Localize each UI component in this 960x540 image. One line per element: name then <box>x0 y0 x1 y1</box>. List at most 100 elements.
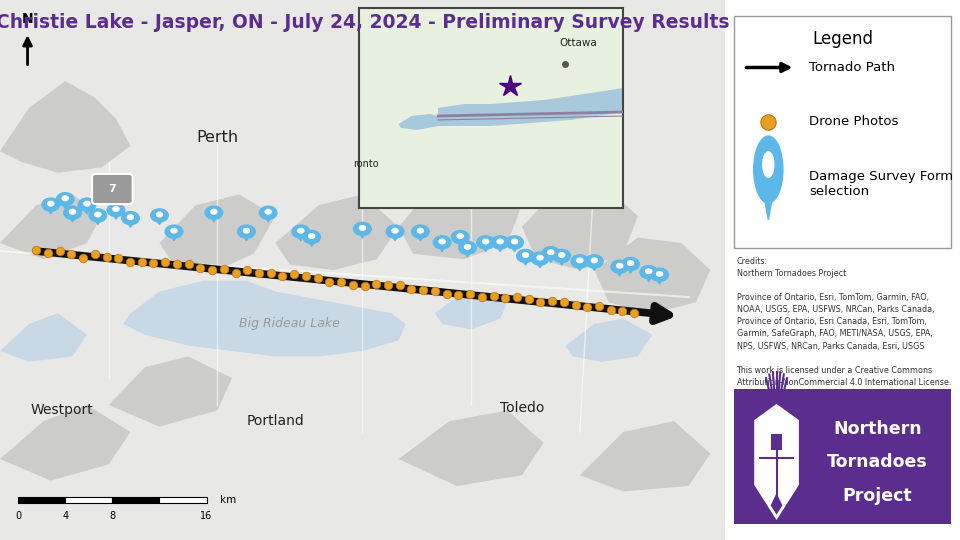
Circle shape <box>522 253 529 257</box>
FancyBboxPatch shape <box>734 16 950 248</box>
Circle shape <box>165 225 182 238</box>
Point <box>357 281 372 290</box>
Polygon shape <box>0 405 131 481</box>
Circle shape <box>298 228 304 233</box>
Circle shape <box>640 266 658 279</box>
Polygon shape <box>535 260 544 268</box>
Polygon shape <box>546 254 556 262</box>
Circle shape <box>418 228 423 233</box>
Polygon shape <box>416 233 425 241</box>
Point <box>29 245 44 254</box>
Circle shape <box>392 228 398 233</box>
Point <box>322 278 337 286</box>
Circle shape <box>128 215 133 219</box>
Polygon shape <box>0 81 131 173</box>
Circle shape <box>516 249 535 262</box>
Point <box>252 268 267 277</box>
Circle shape <box>211 210 217 214</box>
Polygon shape <box>0 194 102 259</box>
Polygon shape <box>589 262 599 271</box>
Circle shape <box>457 234 464 238</box>
Bar <box>65 497 112 503</box>
Circle shape <box>616 264 623 268</box>
Text: ronto: ronto <box>353 159 379 169</box>
Point <box>310 273 325 282</box>
Point <box>474 293 490 301</box>
Point <box>63 249 79 258</box>
Circle shape <box>84 201 90 206</box>
FancyBboxPatch shape <box>92 174 132 204</box>
Polygon shape <box>481 244 491 252</box>
Circle shape <box>259 206 276 219</box>
Polygon shape <box>60 200 70 208</box>
Point <box>533 298 548 307</box>
Circle shape <box>359 226 366 230</box>
Point <box>486 291 501 300</box>
Circle shape <box>571 255 588 268</box>
Bar <box>112 497 159 503</box>
Point <box>416 286 431 294</box>
Circle shape <box>611 260 629 273</box>
Point <box>204 266 220 274</box>
Point <box>380 280 396 289</box>
Polygon shape <box>565 319 652 362</box>
Text: Big Rideau Lake: Big Rideau Lake <box>239 318 341 330</box>
Text: 4: 4 <box>62 511 68 522</box>
Polygon shape <box>398 114 444 130</box>
Polygon shape <box>111 211 121 219</box>
Circle shape <box>42 198 60 211</box>
Bar <box>159 497 206 503</box>
Circle shape <box>244 228 250 233</box>
Circle shape <box>497 239 503 244</box>
Text: Westport: Westport <box>30 403 93 417</box>
Polygon shape <box>615 268 625 276</box>
Circle shape <box>622 258 639 271</box>
Point <box>404 285 420 294</box>
Polygon shape <box>557 257 566 265</box>
Circle shape <box>62 196 68 200</box>
Circle shape <box>303 231 321 244</box>
Point <box>346 281 361 289</box>
Point <box>369 280 384 288</box>
Text: Smiths Falls: Smiths Falls <box>525 173 620 188</box>
Circle shape <box>292 225 309 238</box>
Point <box>299 272 314 280</box>
Point <box>87 250 103 259</box>
Polygon shape <box>155 217 164 225</box>
Polygon shape <box>760 176 777 220</box>
Point <box>450 291 466 299</box>
Circle shape <box>78 198 96 211</box>
Text: Portland: Portland <box>247 414 304 428</box>
Text: km: km <box>220 495 236 505</box>
Polygon shape <box>93 217 103 225</box>
Polygon shape <box>67 214 78 222</box>
Circle shape <box>591 258 597 262</box>
Text: Toledo: Toledo <box>499 401 544 415</box>
Polygon shape <box>398 173 522 259</box>
Circle shape <box>628 261 634 265</box>
Circle shape <box>542 247 560 260</box>
Circle shape <box>512 239 517 244</box>
Polygon shape <box>209 214 219 222</box>
Point <box>169 260 184 268</box>
Circle shape <box>412 225 429 238</box>
Polygon shape <box>438 88 623 126</box>
Polygon shape <box>522 184 637 270</box>
Point <box>497 294 513 302</box>
Circle shape <box>531 252 549 265</box>
Circle shape <box>171 228 177 233</box>
Polygon shape <box>169 233 179 241</box>
Point <box>392 280 407 289</box>
Circle shape <box>89 209 107 222</box>
Circle shape <box>763 152 774 177</box>
Point <box>181 260 197 269</box>
Circle shape <box>308 234 315 238</box>
Circle shape <box>69 210 76 214</box>
Circle shape <box>537 255 543 260</box>
Point <box>263 269 278 278</box>
Circle shape <box>433 236 451 249</box>
Circle shape <box>108 204 125 217</box>
Point <box>286 270 301 279</box>
Circle shape <box>506 236 523 249</box>
Polygon shape <box>398 410 543 486</box>
